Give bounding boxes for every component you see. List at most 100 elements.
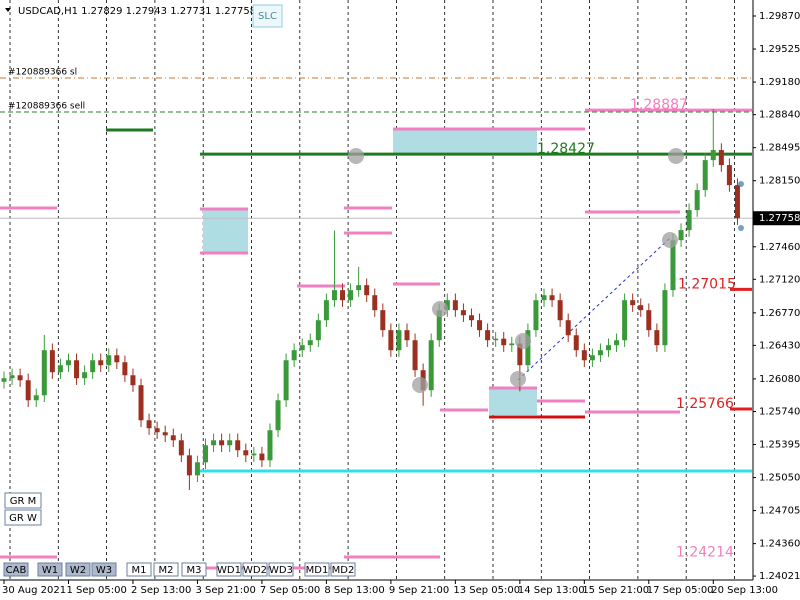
candle-body bbox=[146, 420, 152, 429]
button-frame bbox=[181, 562, 207, 577]
candle-body bbox=[718, 150, 724, 166]
level-label: 1.27015 bbox=[678, 276, 736, 292]
candle-body bbox=[485, 330, 491, 341]
marker bbox=[348, 148, 364, 164]
candle-body bbox=[702, 160, 708, 191]
candle-body bbox=[219, 440, 225, 446]
order-label: #120889366 sell bbox=[8, 102, 85, 112]
candle-body bbox=[460, 310, 466, 316]
candle-body bbox=[541, 295, 547, 301]
candle-body bbox=[106, 355, 112, 366]
current-price-label: 1.27758 bbox=[759, 213, 800, 224]
candle-body bbox=[251, 453, 257, 456]
candle-body bbox=[194, 462, 200, 476]
level-label: 1.28887 bbox=[630, 97, 688, 113]
candle-body bbox=[211, 440, 217, 446]
chart-title: USDCAD,H1 1.27829 1.27943 1.27731 1.2775… bbox=[18, 6, 256, 17]
candle-body bbox=[557, 300, 563, 321]
candle-body bbox=[203, 445, 208, 463]
timeframe-button[interactable]: MD2 bbox=[330, 562, 356, 577]
timeframe-button[interactable]: M2 bbox=[153, 562, 179, 577]
candle-body bbox=[525, 330, 531, 366]
candle-body bbox=[372, 295, 378, 311]
y-tick-label: 1.27460 bbox=[759, 242, 800, 253]
y-tick-label: 1.25395 bbox=[759, 440, 800, 451]
candle-body bbox=[178, 440, 184, 456]
level-label: 1.24214 bbox=[676, 545, 734, 561]
candle-body bbox=[654, 330, 660, 346]
x-tick-label: 1 Sep 05:00 bbox=[66, 585, 126, 596]
timeframe-button[interactable]: WD1 bbox=[216, 562, 242, 577]
x-tick-label: 17 Sep 05:00 bbox=[647, 585, 714, 596]
candle-body bbox=[299, 345, 305, 351]
candles bbox=[1, 108, 740, 490]
button-label: WD1 bbox=[217, 565, 241, 576]
candle-body bbox=[678, 230, 684, 241]
side-button[interactable]: GR M bbox=[4, 492, 42, 509]
candle-body bbox=[348, 290, 354, 301]
marker bbox=[515, 333, 531, 349]
marker bbox=[738, 225, 744, 231]
side-button[interactable]: GR W bbox=[4, 509, 42, 526]
candle-body bbox=[549, 295, 555, 301]
candle-body bbox=[90, 360, 96, 373]
button-frame bbox=[252, 4, 283, 28]
timeframe-button[interactable]: W1 bbox=[37, 562, 63, 577]
candle-body bbox=[622, 300, 628, 341]
timeframe-button[interactable]: MD1 bbox=[304, 562, 330, 577]
button-frame bbox=[330, 562, 356, 577]
candle-body bbox=[404, 330, 410, 341]
candle-body bbox=[65, 360, 71, 366]
timeframe-button[interactable]: M1 bbox=[126, 562, 152, 577]
button-label: SLC bbox=[258, 11, 277, 22]
slc-button[interactable]: SLC bbox=[252, 4, 283, 28]
candle-body bbox=[49, 350, 55, 373]
candle-body bbox=[710, 150, 716, 161]
candle-body bbox=[614, 340, 620, 346]
levels: #120889366 sl #120889366 sell 1.28887 1.284… bbox=[0, 68, 753, 561]
timeframe-button[interactable]: M3 bbox=[181, 562, 207, 577]
button-label: WD2 bbox=[243, 565, 267, 576]
button-frame bbox=[304, 562, 330, 577]
candle-body bbox=[428, 340, 434, 391]
marker bbox=[662, 232, 678, 248]
candle-body bbox=[380, 310, 386, 331]
button-frame bbox=[216, 562, 242, 577]
button-frame bbox=[4, 509, 42, 526]
candle-body bbox=[130, 375, 136, 386]
candle-body bbox=[331, 290, 337, 301]
candle-body bbox=[670, 240, 676, 291]
candle-body bbox=[74, 360, 80, 379]
button-frame bbox=[3, 562, 29, 577]
candle-body bbox=[243, 450, 249, 456]
x-tick-label: 9 Sep 21:00 bbox=[389, 585, 449, 596]
timeframe-button[interactable]: WD3 bbox=[268, 562, 294, 577]
zone bbox=[203, 210, 248, 253]
current-price-box bbox=[753, 211, 800, 226]
marker bbox=[668, 148, 684, 164]
candle-body bbox=[138, 385, 144, 421]
button-frame bbox=[242, 562, 268, 577]
x-tick-label: 8 Sep 13:00 bbox=[324, 585, 384, 596]
level-label: 1.25766 bbox=[676, 396, 734, 412]
button-frame bbox=[91, 562, 117, 577]
timeframe-button[interactable]: W2 bbox=[65, 562, 91, 577]
timeframe-button[interactable]: WD2 bbox=[242, 562, 268, 577]
zone bbox=[489, 387, 537, 415]
candle-body bbox=[638, 305, 644, 311]
candle-body bbox=[41, 350, 47, 396]
marker bbox=[412, 377, 428, 393]
title-arrow bbox=[5, 8, 11, 12]
y-tick-label: 1.25050 bbox=[759, 473, 800, 484]
x-tick-label: 7 Sep 05:00 bbox=[260, 585, 320, 596]
candle-body bbox=[122, 362, 128, 376]
timeframe-button[interactable]: CAB bbox=[3, 562, 29, 577]
candle-body bbox=[364, 285, 370, 296]
button-label: GR W bbox=[9, 513, 37, 524]
button-frame bbox=[65, 562, 91, 577]
candle-body bbox=[517, 343, 523, 366]
timeframe-button[interactable]: W3 bbox=[91, 562, 117, 577]
candle-body bbox=[259, 453, 265, 461]
candle-body bbox=[726, 165, 732, 186]
